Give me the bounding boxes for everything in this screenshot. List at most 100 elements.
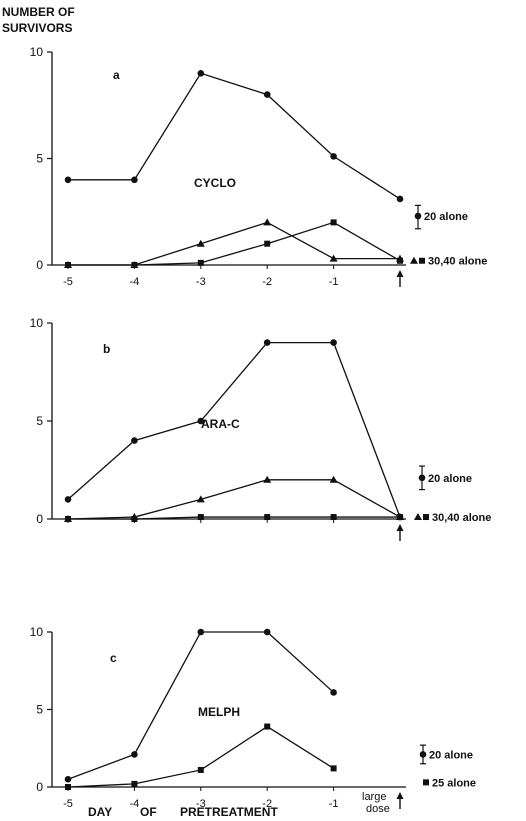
data-point-square [197, 766, 204, 773]
large-dose-arrowhead [396, 270, 404, 277]
series-line-circle [68, 72, 401, 200]
reference-label: 25 alone [432, 777, 476, 789]
reference-triangle-square: 30,40 alone [410, 256, 487, 268]
data-point-triangle [196, 495, 205, 503]
panel-a: 0 5 10 -5 -4 -3 -2 -1 a CYCLO 20 alone 30,40 alone [30, 45, 488, 288]
panel-letter: a [113, 68, 120, 82]
data-point-triangle [329, 475, 338, 483]
reference-triangle [414, 513, 422, 521]
data-point-square [65, 262, 71, 268]
data-point-circle [330, 689, 337, 696]
data-point-square [131, 780, 138, 787]
series-line-square [67, 725, 334, 788]
series-line-square [68, 221, 401, 266]
data-point-circle [64, 176, 72, 184]
x-axis-title-day: DAY [88, 805, 112, 819]
y-tick-label: 0 [36, 780, 43, 794]
data-point-circle [197, 70, 205, 77]
large-dose-arrowhead [396, 524, 404, 531]
data-point-triangle [263, 218, 272, 226]
drug-label: MELPH [198, 705, 240, 719]
reference-circle [418, 474, 426, 482]
data-point-square [264, 723, 271, 730]
reference-square [423, 514, 429, 521]
data-point-triangle [329, 254, 338, 262]
data-point-circle [263, 91, 271, 98]
data-point-square [330, 765, 337, 772]
x-tick-label: -5 [63, 276, 73, 288]
x-tick-label: -1 [329, 276, 339, 288]
x-tick-label: -1 [329, 798, 339, 810]
data-point-circle [263, 628, 271, 636]
panel-c: 0 5 10 -5 -4 -3 -2 -1 c MELPH 20 alone 25 alone [30, 625, 476, 810]
data-point-square [264, 514, 271, 521]
reference-label: 30,40 alone [432, 512, 491, 524]
panel-letter: c [110, 651, 117, 665]
data-point-square [397, 257, 403, 264]
drug-label: ARA-C [201, 417, 240, 431]
data-point-circle [64, 775, 72, 783]
large-dose-label-line2: dose [366, 803, 390, 815]
reference-square: 25 alone [423, 777, 476, 789]
data-point-circle [197, 628, 205, 636]
data-point-circle [330, 339, 337, 346]
large-dose-arrowhead [396, 792, 404, 799]
x-tick-label: -2 [262, 798, 272, 810]
y-axis-title-line1: NUMBER OF [2, 5, 75, 19]
y-tick-label: 0 [36, 512, 43, 526]
data-point-square [397, 514, 403, 521]
y-tick-label: 0 [36, 258, 43, 272]
data-point-square [197, 259, 204, 266]
reference-circle-errorbar: 20 alone [414, 204, 468, 230]
data-point-square [65, 516, 71, 522]
data-point-square [131, 516, 138, 522]
y-tick-label: 10 [30, 316, 44, 330]
data-point-circle [396, 195, 404, 203]
y-axis-title-line2: SURVIVORS [2, 21, 72, 35]
data-point-circle [197, 417, 205, 425]
data-point-circle [131, 751, 138, 758]
large-dose-label-line1: large [362, 791, 386, 803]
x-tick-label: -3 [196, 798, 206, 810]
series-line-square [68, 516, 400, 520]
data-point-triangle [263, 475, 272, 483]
series-line-triangle [67, 479, 401, 520]
x-axis-title-of: OF [140, 805, 157, 819]
data-point-circle [263, 339, 271, 346]
data-point-square [264, 240, 271, 247]
series-line-triangle [68, 221, 400, 266]
y-tick-label: 10 [30, 45, 44, 59]
y-tick-label: 5 [36, 703, 43, 717]
drug-label: CYCLO [194, 176, 236, 190]
data-point-square [197, 514, 204, 521]
x-tick-label: -4 [130, 798, 140, 810]
y-tick-label: 5 [36, 152, 43, 166]
data-point-circle [131, 437, 138, 444]
reference-circle-errorbar: 20 alone [419, 744, 473, 765]
reference-triangle-square: 30,40 alone [414, 512, 491, 524]
y-tick-label: 5 [36, 414, 43, 428]
panel-b: 0 5 10 b ARA-C 20 alone 30,40 alone [30, 316, 491, 541]
reference-circle [419, 751, 427, 758]
x-tick-label: -5 [63, 798, 73, 810]
reference-label: 30,40 alone [428, 256, 487, 268]
data-point-square [131, 262, 138, 268]
data-point-circle [330, 153, 337, 160]
reference-label: 20 alone [429, 749, 473, 761]
x-tick-label: -4 [130, 276, 140, 288]
reference-square [423, 779, 429, 786]
x-tick-label: -3 [196, 276, 206, 288]
y-tick-label: 10 [30, 625, 44, 639]
series-line-circle [67, 341, 401, 518]
reference-label: 20 alone [428, 473, 472, 485]
reference-square [419, 257, 425, 264]
reference-circle [414, 212, 422, 220]
x-axis-title-pretreatment: PRETREATMENT [180, 805, 278, 819]
data-point-square [330, 514, 337, 521]
reference-label: 20 alone [424, 211, 468, 223]
data-point-square [330, 219, 337, 226]
data-point-circle [64, 496, 72, 503]
x-tick-label: -2 [262, 276, 272, 288]
